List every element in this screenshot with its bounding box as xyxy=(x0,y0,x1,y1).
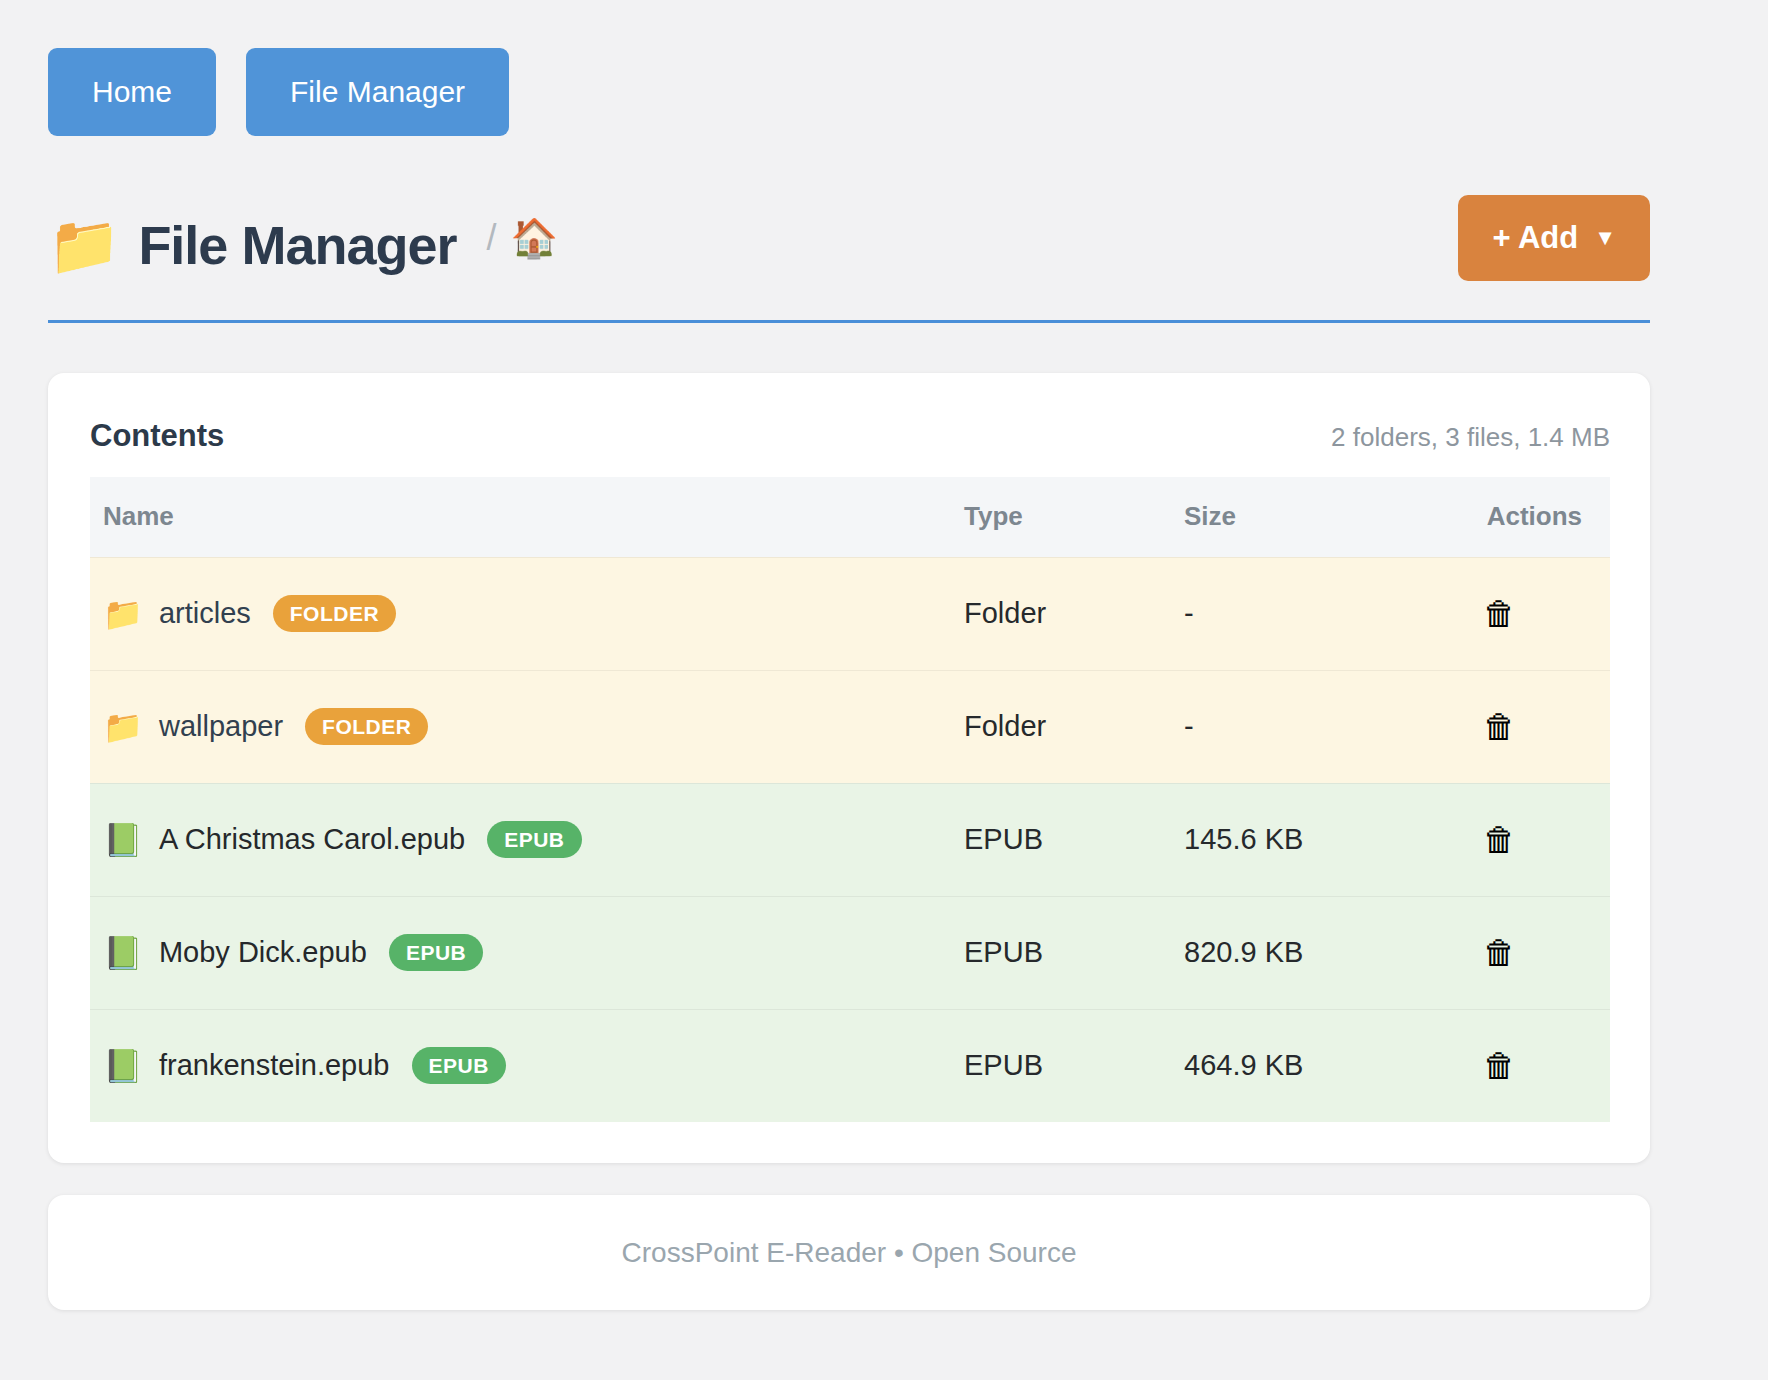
table-row: 📗frankenstein.epubEPUBEPUB464.9 KB🗑 xyxy=(90,1009,1610,1122)
table-row: 📗Moby Dick.epubEPUBEPUB820.9 KB🗑 xyxy=(90,896,1610,1009)
delete-button[interactable]: 🗑 xyxy=(1479,1045,1520,1086)
type-cell: EPUB xyxy=(964,896,1184,1009)
item-name-link[interactable]: frankenstein.epub xyxy=(159,1049,390,1082)
trash-icon: 🗑 xyxy=(1483,595,1516,632)
page: Home File Manager 📁 File Manager / 🏠 + A… xyxy=(48,0,1650,1310)
table-row: 📁 wallpaper FOLDER Folder-🗑 xyxy=(90,670,1610,783)
folder-icon: 📁 xyxy=(103,711,143,743)
delete-button[interactable]: 🗑 xyxy=(1479,593,1520,634)
contents-summary: 2 folders, 3 files, 1.4 MB xyxy=(1331,422,1610,453)
top-nav: Home File Manager xyxy=(48,48,1650,136)
actions-cell: 🗑 xyxy=(1469,783,1610,896)
table-header: Name Type Size Actions xyxy=(90,477,1610,557)
add-button[interactable]: + Add ▼ xyxy=(1458,195,1650,281)
name-cell: 📁 articles FOLDER xyxy=(90,557,964,670)
type-cell: EPUB xyxy=(964,783,1184,896)
type-badge: EPUB xyxy=(412,1047,506,1084)
actions-cell: 🗑 xyxy=(1469,1009,1610,1122)
actions-cell: 🗑 xyxy=(1469,670,1610,783)
delete-button[interactable]: 🗑 xyxy=(1479,932,1520,973)
item-name-link[interactable]: Moby Dick.epub xyxy=(159,936,367,969)
footer-text: CrossPoint E-Reader • Open Source xyxy=(622,1237,1077,1269)
folder-icon: 📁 xyxy=(103,598,143,630)
item-name-link[interactable]: A Christmas Carol.epub xyxy=(159,823,465,856)
file-table: Name Type Size Actions 📁 articles FOLDER Fo… xyxy=(90,477,1610,1122)
type-badge: EPUB xyxy=(389,934,483,971)
home-button[interactable]: Home xyxy=(48,48,216,136)
size-cell: 464.9 KB xyxy=(1184,1009,1469,1122)
trash-icon: 🗑 xyxy=(1483,708,1516,745)
card-header: Contents 2 folders, 3 files, 1.4 MB xyxy=(90,418,1610,454)
size-cell: 820.9 KB xyxy=(1184,896,1469,1009)
trash-icon: 🗑 xyxy=(1483,934,1516,971)
size-cell: - xyxy=(1184,670,1469,783)
contents-card: Contents 2 folders, 3 files, 1.4 MB Name… xyxy=(48,373,1650,1163)
name-cell: 📗 Moby Dick.epub EPUB xyxy=(90,896,964,1009)
type-badge: FOLDER xyxy=(305,708,428,745)
file-manager-button[interactable]: File Manager xyxy=(246,48,509,136)
item-name-link[interactable]: wallpaper xyxy=(159,710,283,743)
column-header-name: Name xyxy=(90,477,964,557)
card-title: Contents xyxy=(90,418,224,454)
name-cell: 📁 wallpaper FOLDER xyxy=(90,670,964,783)
book-icon: 📗 xyxy=(103,824,143,856)
folder-icon: 📁 xyxy=(48,216,120,274)
column-header-size: Size xyxy=(1184,477,1469,557)
book-icon: 📗 xyxy=(103,937,143,969)
column-header-type: Type xyxy=(964,477,1184,557)
size-cell: - xyxy=(1184,557,1469,670)
add-button-label: + Add xyxy=(1492,220,1578,256)
delete-button[interactable]: 🗑 xyxy=(1479,706,1520,747)
type-badge: FOLDER xyxy=(273,595,396,632)
table-row: 📁 articles FOLDER Folder-🗑 xyxy=(90,557,1610,670)
title-row: 📁 File Manager / 🏠 + Add ▼ xyxy=(48,200,1650,290)
title-divider xyxy=(48,320,1650,323)
table-body: 📁articlesFOLDERFolder-🗑📁wallpaperFOLDERF… xyxy=(90,557,1610,1122)
page-title: File Manager xyxy=(138,214,456,276)
footer: CrossPoint E-Reader • Open Source xyxy=(48,1195,1650,1310)
home-icon[interactable]: 🏠 xyxy=(510,216,557,260)
book-icon: 📗 xyxy=(103,1050,143,1082)
name-cell: 📗 frankenstein.epub EPUB xyxy=(90,1009,964,1122)
type-cell: Folder xyxy=(964,670,1184,783)
column-header-actions: Actions xyxy=(1469,477,1610,557)
item-name-link[interactable]: articles xyxy=(159,597,251,630)
breadcrumb-separator: / xyxy=(486,217,496,259)
trash-icon: 🗑 xyxy=(1483,821,1516,858)
trash-icon: 🗑 xyxy=(1483,1047,1516,1084)
size-cell: 145.6 KB xyxy=(1184,783,1469,896)
actions-cell: 🗑 xyxy=(1469,557,1610,670)
breadcrumb: / 🏠 xyxy=(486,216,557,260)
type-badge: EPUB xyxy=(487,821,581,858)
actions-cell: 🗑 xyxy=(1469,896,1610,1009)
table-row: 📗A Christmas Carol.epubEPUBEPUB145.6 KB🗑 xyxy=(90,783,1610,896)
name-cell: 📗 A Christmas Carol.epub EPUB xyxy=(90,783,964,896)
type-cell: EPUB xyxy=(964,1009,1184,1122)
delete-button[interactable]: 🗑 xyxy=(1479,819,1520,860)
chevron-down-icon: ▼ xyxy=(1594,225,1616,251)
type-cell: Folder xyxy=(964,557,1184,670)
